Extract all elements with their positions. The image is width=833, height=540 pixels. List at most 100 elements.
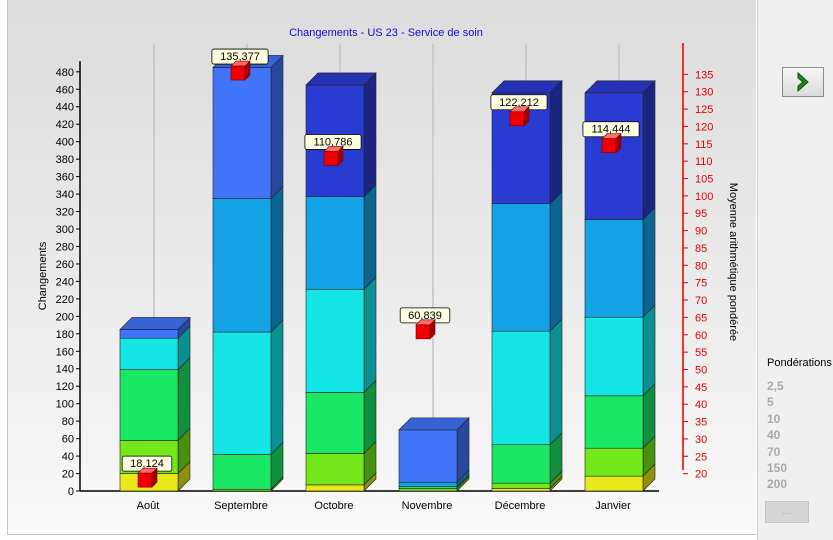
y-tick-label: 480 (56, 67, 74, 79)
y-tick-label: 420 (56, 119, 74, 131)
bar-top-face (305, 72, 377, 86)
bar-segment (584, 316, 644, 397)
y2-tick-label: 25 (695, 451, 707, 463)
data-label: 110,786 (314, 136, 353, 148)
bar-segment (212, 67, 272, 199)
y2-tick-label: 20 (695, 469, 707, 481)
bar-segment (398, 429, 458, 483)
y2-tick-label: 40 (695, 399, 707, 411)
bar-segment-side (549, 190, 563, 332)
bar-segment (212, 198, 272, 333)
y2-tick-label: 70 (695, 295, 707, 307)
weight-item[interactable]: 40 (767, 428, 781, 443)
bar-segment-side (642, 206, 656, 318)
bar-segment (584, 92, 644, 220)
bar-segment-side (363, 379, 377, 455)
bar-segment (584, 395, 644, 449)
y2-tick-label: 120 (695, 121, 713, 133)
y-tick-label: 120 (56, 381, 74, 393)
y2-tick-label: 105 (695, 174, 713, 186)
y-tick-label: 320 (56, 207, 74, 219)
bar-segment-side (363, 276, 377, 394)
bar-segment (491, 482, 551, 489)
y-tick-label: 240 (56, 276, 74, 288)
y-tick-label: 200 (56, 311, 74, 323)
y-tick-label: 220 (56, 294, 74, 306)
bar-segment (491, 203, 551, 332)
bar-segment (398, 488, 458, 492)
y2-tick-label: 65 (695, 312, 707, 324)
bar-segment (491, 330, 551, 446)
data-label: 135,377 (220, 51, 260, 63)
x-tick-label: Novembre (402, 500, 453, 512)
chart-panel: Changements - US 23 - Service de soin 0 20… (7, 0, 756, 535)
bar-segment (212, 331, 272, 455)
y2-tick-label: 110 (695, 156, 713, 168)
weight-item[interactable]: 5 (767, 395, 774, 410)
y2-tick-label: 115 (695, 139, 713, 151)
chart-title: Changements - US 23 - Service de soin (289, 27, 483, 39)
y2-tick-label: 35 (695, 417, 707, 429)
chevron-right-icon (797, 72, 809, 92)
y2-tick-label: 50 (695, 364, 707, 376)
line-marker (601, 138, 617, 154)
stacked-bar-chart: Changements - US 23 - Service de soin 0 20… (37, 27, 739, 512)
line-marker (323, 151, 339, 166)
y-tick-label: 340 (56, 189, 74, 201)
line-marker (137, 472, 153, 488)
bar-segment (212, 454, 272, 490)
next-button[interactable] (782, 67, 824, 97)
x-tick-label: Septembre (214, 500, 268, 512)
weight-item[interactable]: 70 (767, 444, 781, 459)
x-tick-label: Décembre (495, 500, 546, 512)
y-tick-label: 260 (56, 259, 74, 271)
y2-tick-label: 45 (695, 382, 707, 394)
bar-segment (119, 337, 179, 370)
y2-tick-label: 125 (695, 104, 713, 116)
y-tick-label: 360 (56, 172, 74, 184)
y-tick-label: 40 (62, 451, 74, 463)
y-axis-title: Changements (37, 241, 49, 310)
bar-segment (584, 475, 644, 492)
y-tick-label: 0 (68, 486, 74, 498)
bar-segment-side (549, 80, 563, 205)
bar-segment (305, 196, 365, 290)
more-button[interactable]: ... (765, 501, 809, 523)
y-tick-label: 380 (56, 154, 74, 166)
y-tick-label: 440 (56, 102, 74, 114)
bar-segment (305, 484, 365, 492)
bar-top-face (398, 417, 470, 431)
bar-segment (398, 481, 458, 487)
y-tick-label: 300 (56, 224, 74, 236)
side-panel: Pondérations 2,5 5 10 40 70 150 200 ... (757, 0, 833, 540)
weight-item[interactable]: 10 (767, 411, 781, 426)
weights-title: Pondérations (767, 357, 832, 369)
bar-segment (305, 392, 365, 454)
bar-segment-side (549, 318, 563, 446)
y2-tick-label: 55 (695, 347, 707, 359)
bar-segment (584, 219, 644, 318)
bar-segment-side (270, 319, 284, 456)
y2-tick-label: 80 (695, 260, 707, 272)
bar-segment-side (270, 54, 284, 200)
bar-segment (305, 288, 365, 393)
weight-item[interactable]: 200 (767, 477, 788, 492)
y2-tick-label: 90 (695, 226, 707, 238)
y2-tick-label: 130 (695, 87, 713, 99)
weight-item[interactable]: 150 (767, 460, 788, 475)
bar-segment-side (177, 356, 191, 442)
bar-segment-side (363, 183, 377, 290)
bar-top-face (119, 317, 191, 330)
weight-item[interactable]: 2,5 (767, 379, 784, 393)
bar-segment-side (363, 72, 377, 198)
line-marker (509, 111, 525, 127)
y2-tick-label: 85 (695, 243, 707, 255)
line-marker (230, 65, 246, 81)
data-label: 18,124 (130, 458, 164, 470)
y-tick-label: 80 (62, 416, 74, 428)
bar-segment (491, 488, 551, 492)
bar-segment (119, 329, 179, 339)
y-tick-label: 460 (56, 84, 74, 96)
bar-segment-side (642, 80, 656, 221)
